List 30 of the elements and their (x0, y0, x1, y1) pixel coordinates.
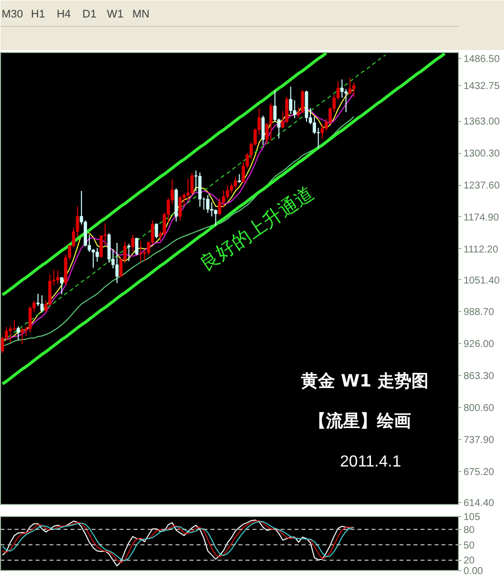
y-tick-label: 0.00 (464, 566, 484, 576)
y-tick-label: 926.00 (464, 339, 495, 350)
annotation: 黄金 W1 走势图 (300, 372, 428, 392)
y-tick-label: 1112.20 (464, 244, 499, 256)
y-tick-label: 863.30 (464, 371, 495, 382)
y-tick-label: 20 (464, 556, 476, 567)
annotation: 2011.4.1 (340, 454, 402, 471)
text: MN (132, 8, 150, 20)
y-tick-label: 50 (464, 540, 476, 552)
y-tick-label: 1363.00 (464, 116, 500, 128)
text: W1 (106, 8, 124, 20)
text: D1 (82, 8, 96, 20)
y-tick-label: 1486.50 (464, 54, 500, 65)
text: H1 (31, 8, 46, 20)
y-tick-label: 1237.60 (464, 180, 500, 192)
text: H4 (56, 8, 71, 20)
y-tick-label: 105 (464, 512, 481, 523)
y-tick-label: 1051.40 (464, 275, 500, 286)
y-tick-label: 1174.90 (464, 212, 500, 224)
annotation: 【流星】绘画 (309, 411, 412, 432)
y-tick-label: 737.90 (464, 434, 495, 446)
annotation: 良好的上升通道 (196, 182, 318, 276)
y-tick-label: 1432.75 (464, 81, 500, 92)
y-tick-label: 80 (464, 524, 476, 536)
text: M30 (2, 8, 24, 20)
y-tick-label: 1300.30 (464, 148, 500, 160)
y-tick-label: 988.70 (464, 307, 495, 318)
y-tick-label: 614.40 (464, 498, 495, 509)
y-tick-label: 675.20 (464, 466, 495, 478)
y-tick-label: 800.60 (464, 402, 495, 414)
